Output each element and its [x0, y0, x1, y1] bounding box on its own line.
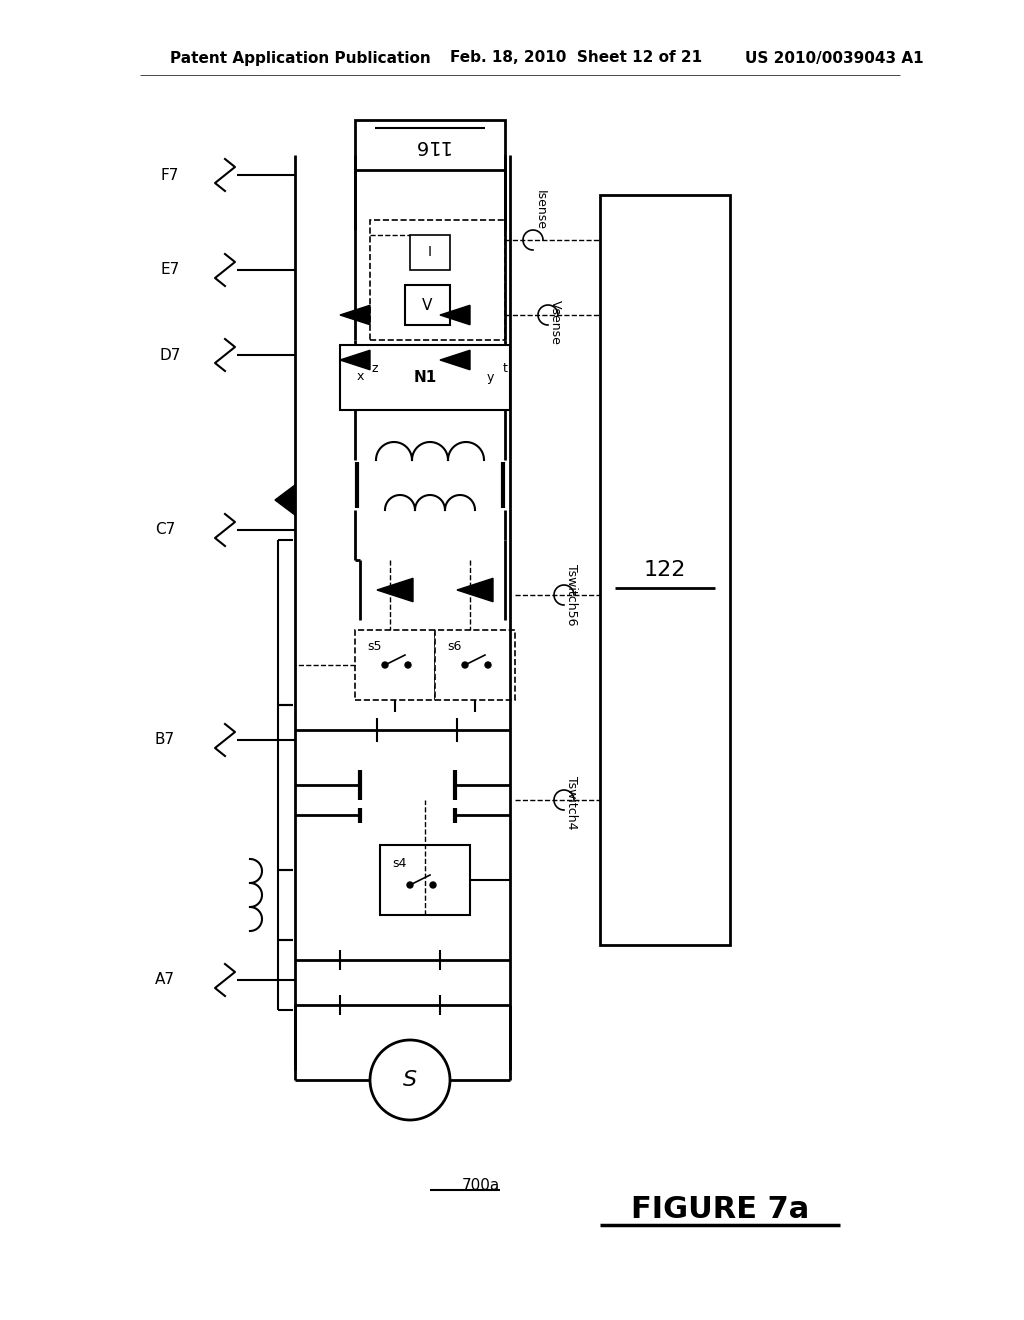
- Circle shape: [406, 663, 411, 668]
- Text: F7: F7: [161, 168, 179, 182]
- Text: FIGURE 7a: FIGURE 7a: [631, 1196, 809, 1225]
- Circle shape: [430, 882, 436, 888]
- Text: Tswitch56: Tswitch56: [565, 564, 579, 624]
- Polygon shape: [377, 578, 413, 602]
- Text: 116: 116: [412, 136, 449, 154]
- Polygon shape: [275, 484, 295, 515]
- Text: D7: D7: [160, 347, 180, 363]
- Polygon shape: [440, 350, 470, 370]
- Bar: [370, 220, 505, 341]
- Text: t: t: [503, 363, 508, 375]
- Text: Isense: Isense: [534, 190, 547, 230]
- Text: E7: E7: [161, 263, 179, 277]
- Text: x: x: [356, 371, 364, 384]
- Text: s5: s5: [367, 640, 382, 653]
- Circle shape: [407, 882, 413, 888]
- Text: z: z: [372, 363, 378, 375]
- Bar: [410, 235, 450, 271]
- Text: B7: B7: [155, 733, 175, 747]
- Text: C7: C7: [155, 523, 175, 537]
- Text: Feb. 18, 2010  Sheet 12 of 21: Feb. 18, 2010 Sheet 12 of 21: [450, 50, 702, 66]
- Polygon shape: [340, 305, 370, 325]
- Text: Vsense: Vsense: [549, 300, 561, 345]
- Text: 700a: 700a: [462, 1177, 500, 1192]
- Polygon shape: [457, 578, 493, 602]
- Circle shape: [382, 663, 388, 668]
- Bar: [355, 120, 505, 170]
- Bar: [380, 845, 470, 915]
- Polygon shape: [440, 305, 470, 325]
- Text: I: I: [428, 246, 432, 259]
- Bar: [406, 285, 450, 325]
- Polygon shape: [340, 350, 370, 370]
- Text: s4: s4: [392, 857, 407, 870]
- Text: A7: A7: [155, 973, 175, 987]
- Circle shape: [485, 663, 490, 668]
- Text: s6: s6: [447, 640, 462, 653]
- Text: US 2010/0039043 A1: US 2010/0039043 A1: [745, 50, 924, 66]
- Bar: [355, 630, 435, 700]
- Bar: [600, 195, 730, 945]
- Text: Patent Application Publication: Patent Application Publication: [170, 50, 431, 66]
- Circle shape: [462, 663, 468, 668]
- Text: y: y: [486, 371, 494, 384]
- Bar: [435, 630, 515, 700]
- Text: V: V: [422, 297, 432, 313]
- Text: N1: N1: [414, 370, 436, 384]
- Text: Tswitch4: Tswitch4: [565, 776, 579, 830]
- Text: S: S: [402, 1071, 417, 1090]
- Bar: [340, 345, 510, 411]
- Text: 122: 122: [644, 560, 686, 579]
